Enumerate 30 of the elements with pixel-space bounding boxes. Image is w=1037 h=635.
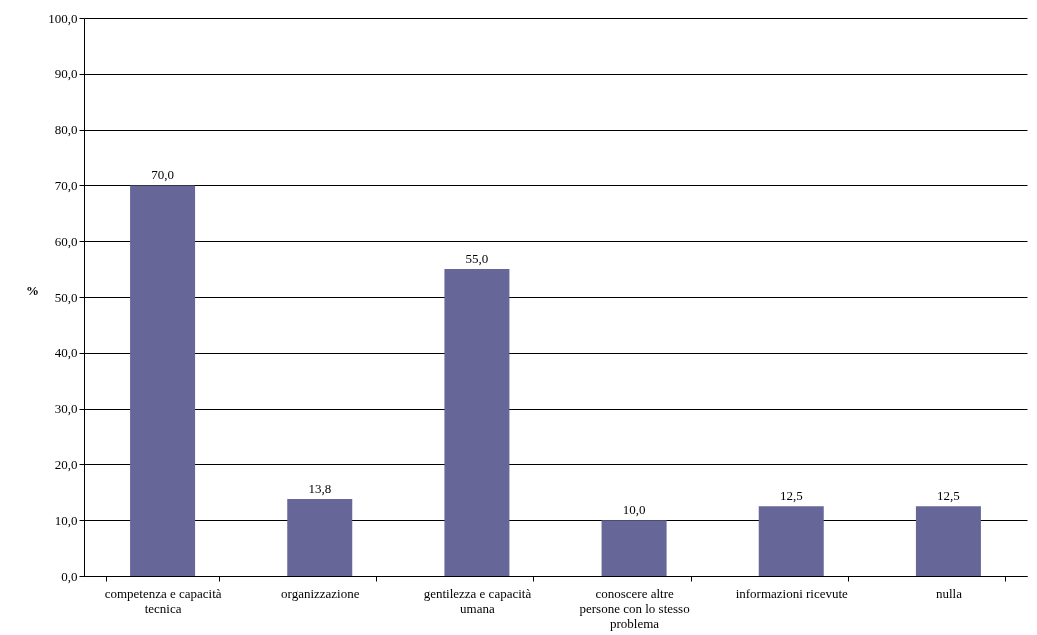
data-label: 13,8 xyxy=(308,481,332,496)
bar xyxy=(130,185,196,576)
x-tick-label: informazioni ricevute xyxy=(735,585,849,601)
y-tick-label: 40,0 xyxy=(54,345,78,361)
data-label: 12,5 xyxy=(779,488,803,504)
x-tick-label: nulla xyxy=(935,585,963,601)
y-axis-title: % xyxy=(26,282,39,298)
bar xyxy=(287,499,353,576)
data-label: 70,0 xyxy=(151,167,174,183)
y-tick-label: 30,0 xyxy=(54,401,78,417)
bar xyxy=(915,506,981,576)
x-tick-label: conoscere altre persone con lo stesso problema xyxy=(579,585,690,631)
data-label: 10,0 xyxy=(622,502,646,518)
y-tick-label: 60,0 xyxy=(54,233,78,249)
data-label: 55,0 xyxy=(465,251,489,267)
y-tick-label: 80,0 xyxy=(54,122,78,138)
bar xyxy=(601,520,667,576)
y-tick-label: 10,0 xyxy=(54,512,78,528)
x-tick-label: competenza e capacità tecnica xyxy=(104,585,222,616)
y-tick-label: 50,0 xyxy=(54,289,78,305)
bar xyxy=(444,269,510,576)
y-tick-label: 0,0 xyxy=(61,568,78,584)
x-tick-label: gentilezza e capacità umana xyxy=(423,585,532,616)
y-tick-label: 20,0 xyxy=(54,456,78,472)
y-tick-label: 100,0 xyxy=(48,10,78,26)
x-tick-label: organizzazione xyxy=(281,585,360,601)
y-tick-label: 90,0 xyxy=(54,66,78,82)
data-label: 12,5 xyxy=(937,488,960,504)
y-tick-label: 70,0 xyxy=(54,177,78,193)
bar xyxy=(758,506,824,576)
